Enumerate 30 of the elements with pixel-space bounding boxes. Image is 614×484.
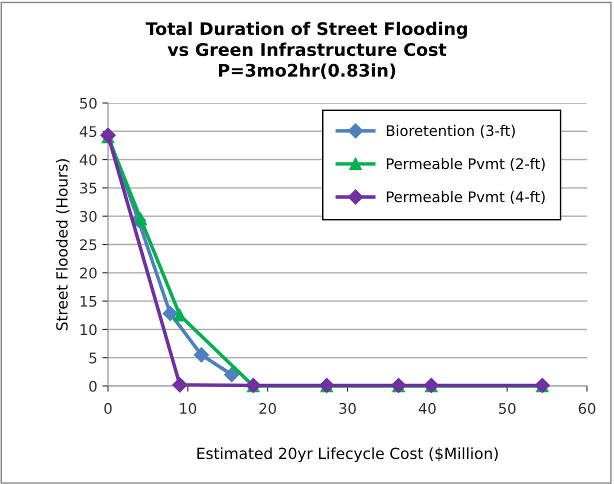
x-tick-label: 20 — [259, 402, 276, 414]
y-axis-title: Street Flooded (Hours) — [56, 159, 70, 330]
y-tick-label: 35 — [80, 182, 96, 194]
y-tick-label: 25 — [80, 239, 96, 250]
point — [224, 367, 240, 382]
point — [162, 306, 178, 322]
point — [194, 347, 209, 362]
y-tick-label: 50 — [80, 98, 97, 109]
y-tick-label: 20 — [80, 268, 97, 279]
y-tick-label: 40 — [80, 154, 97, 166]
x-tick-label: 0 — [104, 402, 112, 414]
point — [172, 377, 188, 392]
x-tick-label: 40 — [418, 402, 436, 414]
x-tick-label: 60 — [578, 402, 596, 414]
point — [134, 212, 147, 226]
y-tick-label: 5 — [89, 352, 96, 364]
y-tick-label: 30 — [80, 210, 97, 222]
chart-title: Total Duration of Street Flooding vs Green Infrastructure Cost P=3mo2hr(0.83in) — [146, 22, 467, 79]
x-tick-label: 10 — [180, 402, 196, 414]
legend-label: Permeable Pvmt (2-ft) — [386, 158, 545, 171]
x-tick-label: 50 — [499, 402, 516, 414]
x-axis-title: Estimated 20yr Lifecycle Cost ($Million) — [197, 447, 498, 462]
y-tick-label: 45 — [80, 126, 96, 138]
point — [174, 309, 186, 322]
x-tick-label: 30 — [339, 402, 356, 414]
legend-label: Bioretention (3-ft) — [386, 124, 515, 138]
legend-label: Permeable Pvmt (4-ft) — [386, 191, 545, 204]
y-tick-label: 0 — [89, 380, 97, 392]
y-tick-label: 10 — [80, 324, 97, 336]
y-tick-label: 15 — [80, 296, 96, 307]
